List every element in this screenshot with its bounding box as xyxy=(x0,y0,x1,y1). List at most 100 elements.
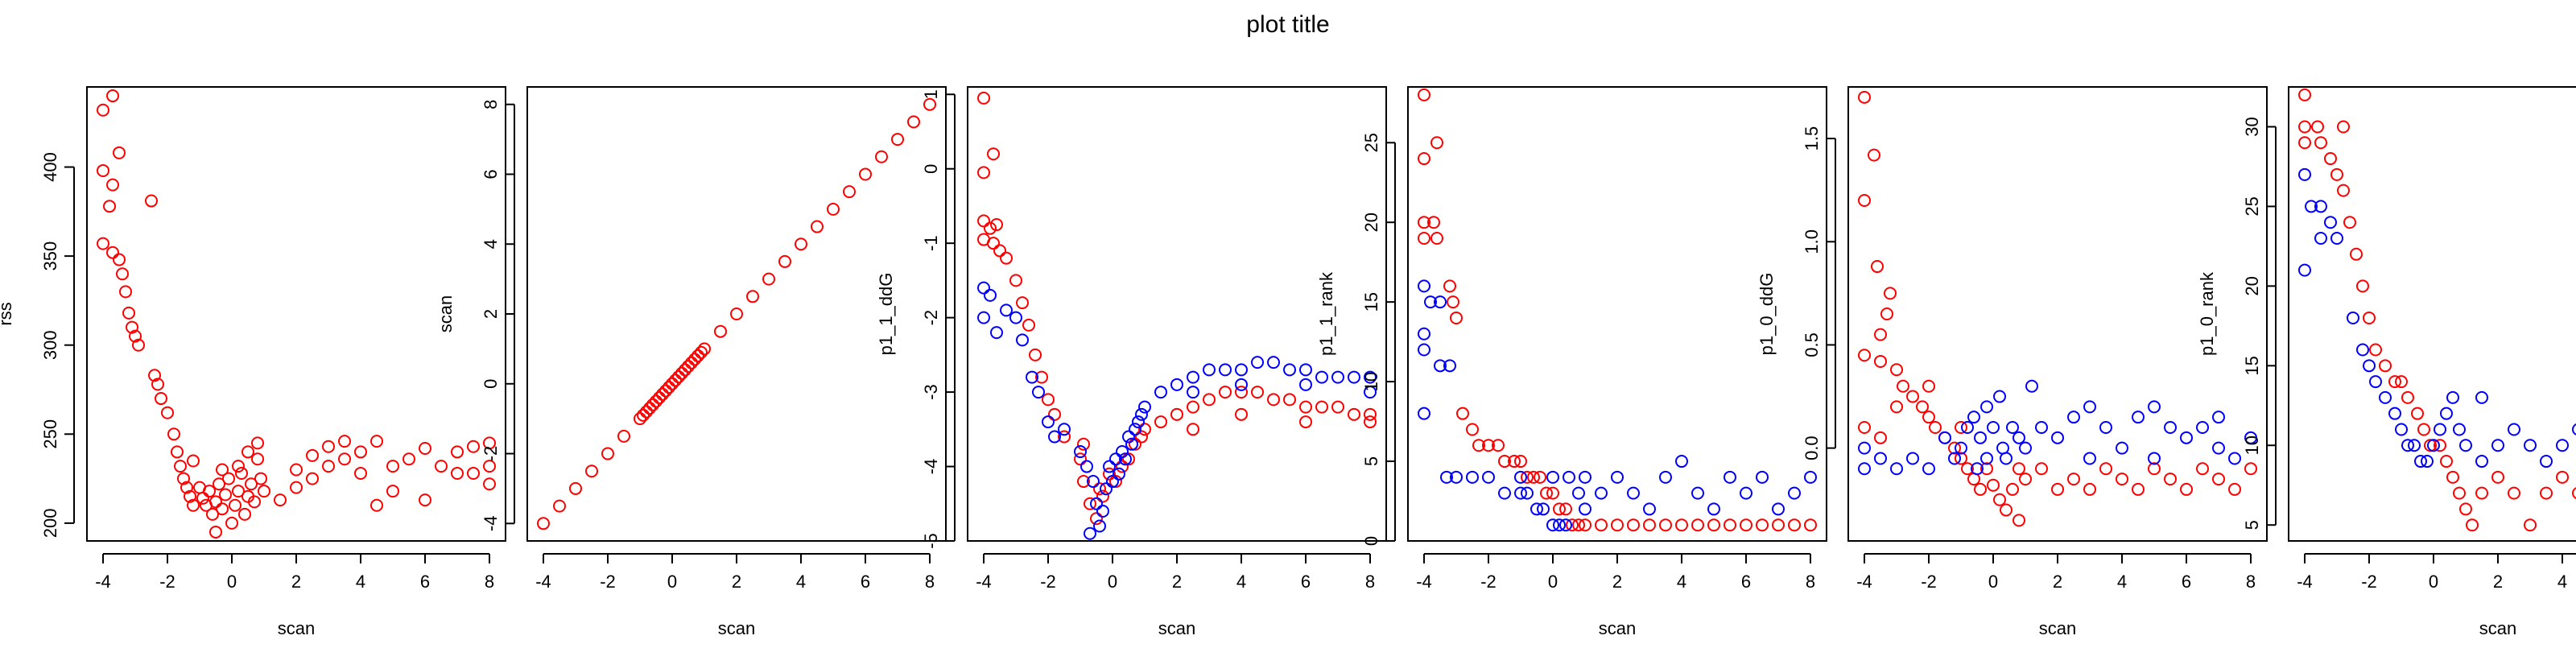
x-tick-label: 0 xyxy=(227,572,237,592)
data-point xyxy=(2212,411,2225,424)
y-tick-label: 6 xyxy=(481,169,501,179)
series-red xyxy=(977,91,1377,526)
x-tick-label: 0 xyxy=(2429,572,2438,592)
data-point xyxy=(1546,518,1559,532)
x-tick-label: 6 xyxy=(861,572,870,592)
data-point xyxy=(1048,407,1061,421)
data-point xyxy=(2148,400,2161,414)
data-point xyxy=(1364,407,1377,421)
data-point xyxy=(1707,502,1720,516)
data-point xyxy=(1084,497,1096,510)
y-axis-label: p1_1_ddG xyxy=(876,273,896,356)
data-point xyxy=(663,381,675,394)
x-tick-label: 8 xyxy=(925,572,935,592)
data-point xyxy=(2446,470,2459,484)
data-point xyxy=(1971,462,1984,476)
x-tick-label: -4 xyxy=(535,572,551,592)
data-point xyxy=(116,267,129,281)
data-point xyxy=(2508,423,2520,436)
data-point xyxy=(2051,431,2064,444)
panel-5: -4 -2 0 2 4 6 8 0.0 0.5 1.0 1.5 scan p1_0_ddG xyxy=(1757,86,2268,638)
x-axis-label: scan xyxy=(1599,618,1636,638)
data-point xyxy=(1482,470,1495,484)
data-point xyxy=(1187,423,1199,436)
x-tick-label: -4 xyxy=(1416,572,1432,592)
data-point xyxy=(1884,287,1897,300)
data-point xyxy=(1922,462,1935,476)
data-point xyxy=(2417,423,2430,436)
data-point xyxy=(2411,407,2424,420)
y-axis-label: scan xyxy=(436,295,456,332)
data-point xyxy=(691,349,704,363)
data-point xyxy=(2350,247,2363,261)
data-point xyxy=(1132,415,1145,429)
data-point xyxy=(1521,470,1534,484)
data-point xyxy=(977,311,990,324)
data-point xyxy=(1077,437,1090,451)
data-point xyxy=(370,498,383,512)
data-point xyxy=(1938,431,1951,444)
data-point xyxy=(1534,470,1546,484)
data-point xyxy=(1331,400,1344,414)
data-point xyxy=(2099,421,2112,434)
data-point xyxy=(1103,460,1116,473)
data-point xyxy=(1450,311,1463,324)
data-point xyxy=(306,448,319,462)
data-point xyxy=(2330,167,2343,181)
data-point xyxy=(1299,400,1312,414)
data-point xyxy=(216,502,229,516)
data-point xyxy=(97,103,109,117)
data-point xyxy=(1874,431,1887,444)
data-point xyxy=(2408,439,2421,452)
data-point xyxy=(795,237,807,251)
x-tick-label: -2 xyxy=(1040,572,1056,592)
x-tick-label: 6 xyxy=(2182,572,2191,592)
series-red xyxy=(2298,88,2576,532)
data-point xyxy=(1993,390,2006,403)
data-point xyxy=(187,498,200,512)
data-point xyxy=(1016,333,1029,347)
data-point xyxy=(1100,482,1113,496)
data-point xyxy=(213,477,225,491)
data-point xyxy=(103,200,116,213)
data-point xyxy=(2508,486,2520,500)
data-point xyxy=(1138,400,1151,414)
data-point xyxy=(467,466,480,480)
y-tick-label: 0 xyxy=(921,164,941,174)
x-tick-label: -4 xyxy=(2297,572,2313,592)
data-point xyxy=(1858,194,1871,207)
data-point xyxy=(1129,437,1141,451)
y-tick-label: 200 xyxy=(40,509,60,539)
series-red xyxy=(537,97,936,530)
data-point xyxy=(1418,407,1430,420)
data-point xyxy=(923,97,936,111)
data-point xyxy=(2356,279,2369,293)
data-point xyxy=(106,246,119,259)
x-tick-label: 4 xyxy=(356,572,365,592)
y-tick-label: 350 xyxy=(40,241,60,271)
data-point xyxy=(2424,439,2437,452)
x-tick-label: 8 xyxy=(485,572,494,592)
data-point xyxy=(1804,518,1817,532)
data-point xyxy=(129,329,142,343)
data-point xyxy=(1440,470,1453,484)
data-point xyxy=(2491,470,2504,484)
data-point xyxy=(1154,415,1167,429)
y-tick-label: 5 xyxy=(2242,520,2262,530)
data-point xyxy=(1299,415,1312,429)
data-point xyxy=(977,281,990,295)
data-point xyxy=(1559,518,1572,532)
data-point xyxy=(1611,470,1624,484)
data-point xyxy=(155,392,167,406)
data-point xyxy=(984,221,997,235)
data-point xyxy=(891,133,904,147)
data-point xyxy=(306,472,319,485)
data-point xyxy=(1961,462,1974,476)
data-point xyxy=(151,378,164,391)
data-point xyxy=(451,445,464,459)
data-point xyxy=(1364,386,1377,399)
x-tick-label: 0 xyxy=(1988,572,1998,592)
data-point xyxy=(2324,216,2337,229)
data-point xyxy=(2180,431,2193,444)
x-tick-label: 0 xyxy=(667,572,677,592)
